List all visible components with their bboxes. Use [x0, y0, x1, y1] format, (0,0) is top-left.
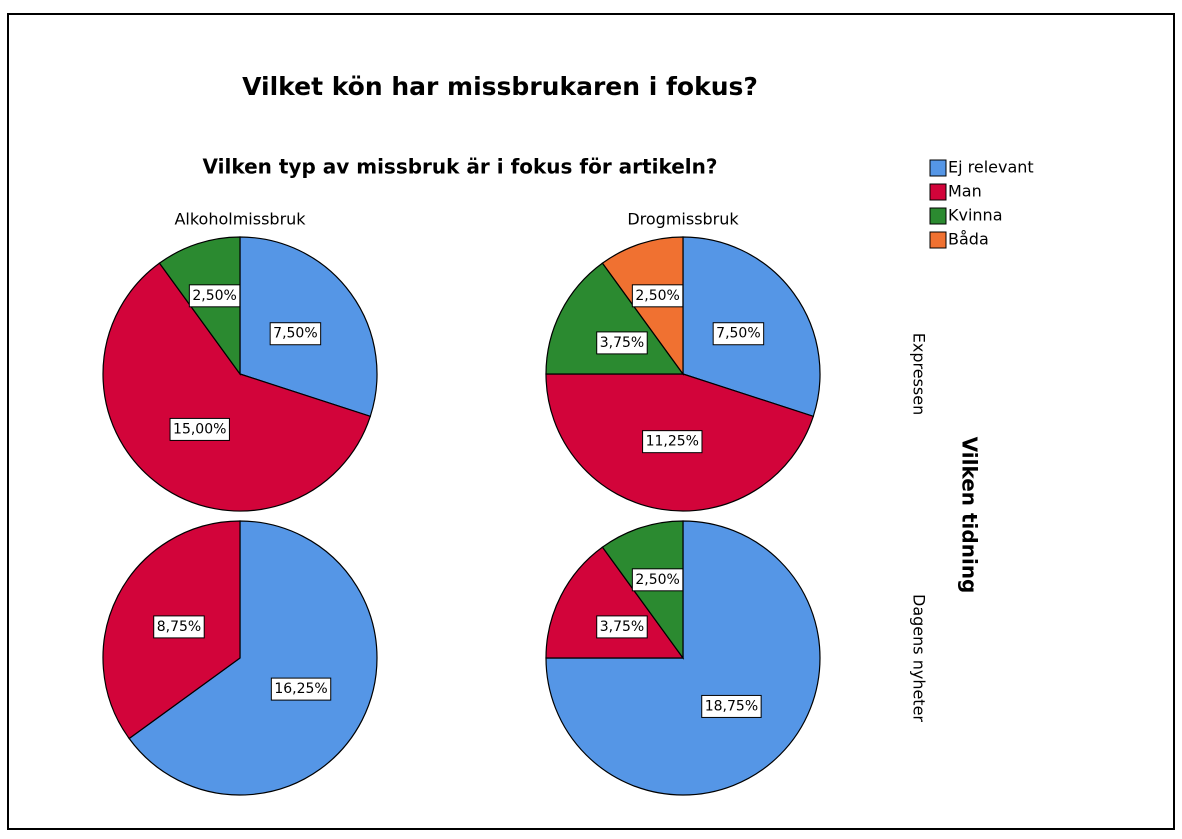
data-label: 3,75%	[600, 619, 644, 635]
pie-slice	[545, 520, 821, 796]
data-label-box	[188, 284, 241, 308]
data-label-box	[631, 284, 684, 308]
data-label-box	[712, 322, 765, 346]
data-label: 3,75%	[600, 335, 644, 351]
data-label-box	[631, 568, 684, 592]
data-label-box	[596, 331, 648, 355]
data-label: 2,50%	[192, 288, 236, 304]
legend-label: Båda	[948, 230, 989, 249]
legend-swatch	[929, 159, 947, 177]
data-label: 2,50%	[635, 572, 679, 588]
data-label-box	[270, 677, 332, 701]
data-label: 11,25%	[646, 434, 699, 450]
data-label: 2,50%	[635, 288, 679, 304]
legend-label: Ej relevant	[948, 158, 1034, 177]
pie-slice	[545, 546, 685, 659]
data-label: 18,75%	[705, 698, 758, 714]
legend-label: Kvinna	[948, 206, 1003, 225]
data-label: 16,25%	[274, 681, 327, 697]
row-label: Expressen	[910, 333, 929, 415]
legend-swatch	[929, 207, 947, 225]
data-label: 8,75%	[157, 619, 201, 635]
row-label: Dagens nyheter	[910, 594, 929, 722]
data-label-box	[169, 417, 230, 441]
pie-slice	[102, 262, 372, 512]
data-label-box	[153, 615, 205, 639]
column-label: Drogmissbruk	[627, 210, 739, 229]
data-label: 7,50%	[273, 326, 317, 342]
chart-title: Vilket kön har missbrukaren i fokus?	[242, 72, 758, 101]
data-label: 15,00%	[173, 421, 226, 437]
pie-slice	[545, 262, 685, 375]
data-label-box	[642, 430, 703, 454]
legend-label: Man	[948, 182, 982, 201]
data-label-box	[701, 694, 762, 718]
chart-subtitle: Vilken typ av missbruk är i fokus för ar…	[203, 155, 718, 179]
legend-swatch	[929, 183, 947, 201]
row-title: Vilken tidning	[958, 437, 982, 594]
data-label-box	[596, 615, 648, 639]
column-label: Alkoholmissbruk	[174, 210, 306, 229]
data-label: 7,50%	[716, 326, 760, 342]
legend-swatch	[929, 231, 947, 249]
data-label-box	[269, 322, 322, 346]
pie-slice	[128, 520, 378, 796]
